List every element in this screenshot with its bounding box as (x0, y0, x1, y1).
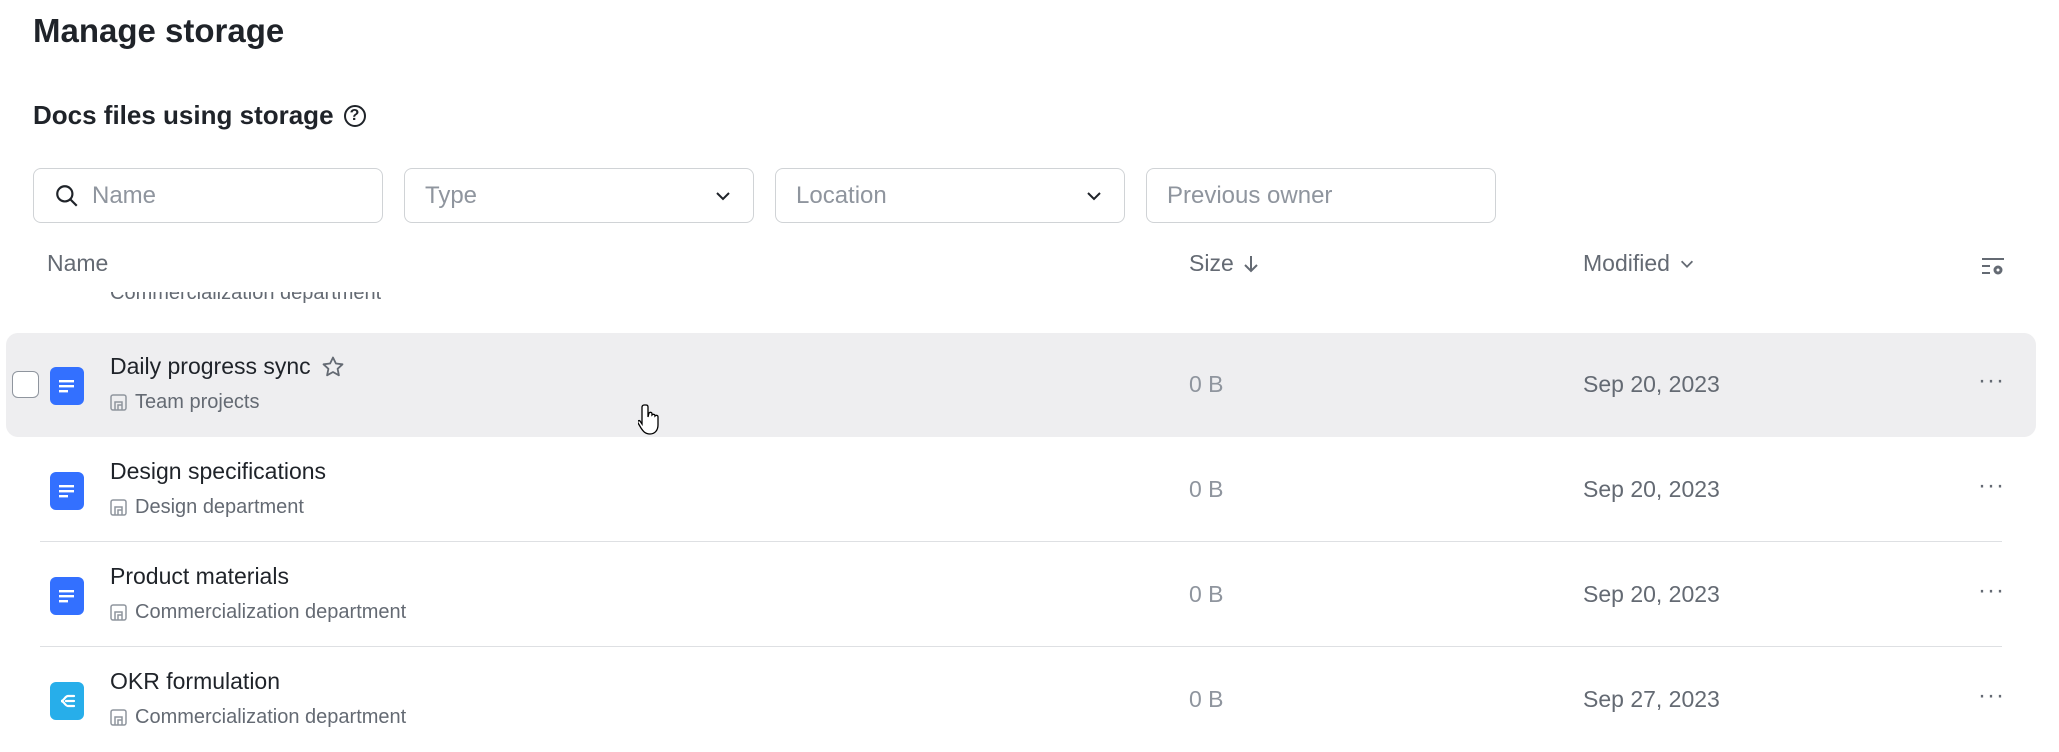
location-select[interactable]: Location (775, 168, 1125, 223)
file-size: 0 B (1189, 476, 1224, 502)
name-search-input[interactable]: Name (33, 168, 383, 223)
row-divider (40, 646, 2002, 647)
column-settings-icon[interactable] (1981, 256, 2007, 278)
file-location: Commercialization department (110, 601, 406, 624)
file-name[interactable]: Product materials (110, 563, 289, 590)
file-name-text: Product materials (110, 563, 289, 589)
file-location: Commercialization department (110, 706, 406, 729)
wiki-space-icon (110, 499, 127, 516)
file-location-text: Commercialization department (135, 601, 407, 623)
size-header-label: Size (1189, 250, 1234, 276)
wiki-space-icon (110, 394, 127, 411)
wiki-space-icon (110, 604, 127, 621)
file-location: Design department (110, 496, 304, 519)
table-row[interactable]: Daily progress sync Team projects 0 B Sep 2… (6, 333, 2036, 437)
table-row[interactable]: Design specifications Design department 0 … (6, 438, 2036, 542)
section-title: Docs files using storage ? (33, 100, 366, 131)
file-modified: Sep 27, 2023 (1583, 686, 1720, 712)
help-icon[interactable]: ? (343, 104, 366, 127)
file-location-text: Commercialization department (135, 706, 407, 728)
file-name[interactable]: OKR formulation (110, 668, 280, 695)
column-header-modified[interactable]: Modified (1583, 250, 1696, 277)
file-modified: Sep 20, 2023 (1583, 581, 1720, 607)
file-size: 0 B (1189, 686, 1224, 712)
doc-icon (50, 367, 84, 405)
table-row[interactable]: OKR formulation Commercialization departm… (6, 648, 2036, 752)
file-name-text: Design specifications (110, 458, 327, 484)
star-icon[interactable] (321, 355, 345, 379)
column-header-name[interactable]: Name (47, 250, 109, 276)
file-size: 0 B (1189, 371, 1224, 397)
section-title-text: Docs files using storage (33, 100, 334, 130)
more-icon[interactable]: ··· (1978, 682, 2005, 709)
more-icon[interactable]: ··· (1978, 577, 2005, 604)
file-modified: Sep 20, 2023 (1583, 476, 1720, 502)
chevron-down-icon (716, 191, 730, 200)
arrow-down-icon (1244, 255, 1258, 272)
modified-header-label: Modified (1583, 250, 1670, 276)
file-name-text: OKR formulation (110, 668, 281, 694)
column-header-size[interactable]: Size (1189, 250, 1260, 277)
file-modified: Sep 20, 2023 (1583, 371, 1720, 397)
row-checkbox[interactable] (12, 371, 39, 398)
more-icon[interactable]: ··· (1978, 472, 2005, 499)
type-placeholder: Type (425, 181, 478, 209)
file-name[interactable]: Daily progress sync (110, 353, 345, 380)
search-icon (56, 184, 78, 207)
file-size: 0 B (1189, 581, 1224, 607)
chevron-down-icon (1680, 260, 1693, 268)
name-placeholder: Name (92, 181, 157, 209)
file-location-text: Team projects (135, 391, 260, 413)
location-placeholder: Location (796, 181, 887, 209)
file-location-text: Design department (135, 496, 304, 518)
page-title: Manage storage (33, 12, 285, 49)
chevron-down-icon (1087, 191, 1101, 200)
wiki-space-icon (110, 709, 127, 726)
file-name-text: Daily progress sync (110, 353, 311, 379)
file-name[interactable]: Design specifications (110, 458, 326, 485)
hand-cursor-icon (638, 404, 659, 435)
previous-owner-placeholder: Previous owner (1167, 181, 1333, 209)
row-divider (40, 541, 2002, 542)
table-row[interactable]: Product materials Commercialization depar… (6, 543, 2036, 647)
file-location: Team projects (110, 391, 260, 414)
mindnote-icon (50, 682, 84, 720)
doc-icon (50, 577, 84, 615)
doc-icon (50, 472, 84, 510)
previous-owner-input[interactable]: Previous owner (1146, 168, 1496, 223)
type-select[interactable]: Type (404, 168, 754, 223)
partial-row-location: Commercialization department (110, 282, 382, 304)
more-icon[interactable]: ··· (1978, 367, 2005, 394)
